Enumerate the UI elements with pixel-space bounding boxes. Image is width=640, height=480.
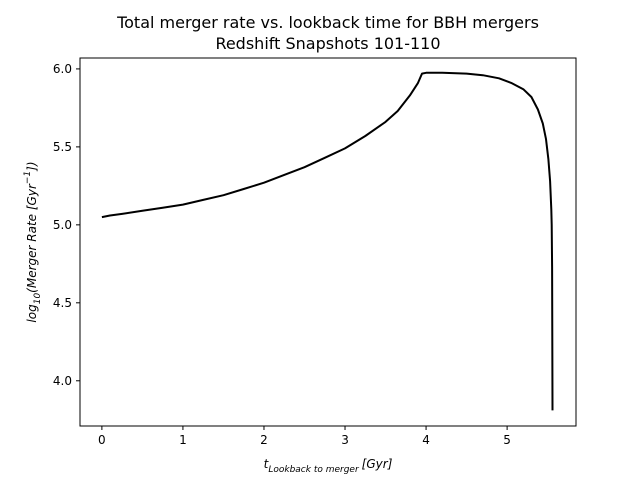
y-axis-label: log10(Merger Rate [Gyr−1]) xyxy=(23,161,43,322)
y-tick-label: 5.0 xyxy=(53,218,72,232)
y-tick-label: 4.5 xyxy=(53,296,72,310)
x-tick-label: 2 xyxy=(260,433,268,447)
x-tick-label: 0 xyxy=(98,433,106,447)
x-axis-label: tLookback to merger [Gyr] xyxy=(264,457,393,475)
y-tick-label: 6.0 xyxy=(53,62,72,76)
chart-subtitle: Redshift Snapshots 101-110 xyxy=(215,34,440,53)
y-tick-label: 4.0 xyxy=(53,374,72,388)
plot-frame xyxy=(79,57,577,427)
x-tick-label: 4 xyxy=(422,433,430,447)
x-tick-label: 5 xyxy=(503,433,511,447)
chart-title: Total merger rate vs. lookback time for … xyxy=(116,13,539,32)
plot-area: 0 1 2 3 4 5 4.0 4.5 5.0 5.5 6.0 xyxy=(53,57,577,447)
series-line-0 xyxy=(101,71,554,411)
x-tick-label: 1 xyxy=(179,433,187,447)
y-tick-label: 5.5 xyxy=(53,140,72,154)
x-tick-label: 3 xyxy=(341,433,349,447)
